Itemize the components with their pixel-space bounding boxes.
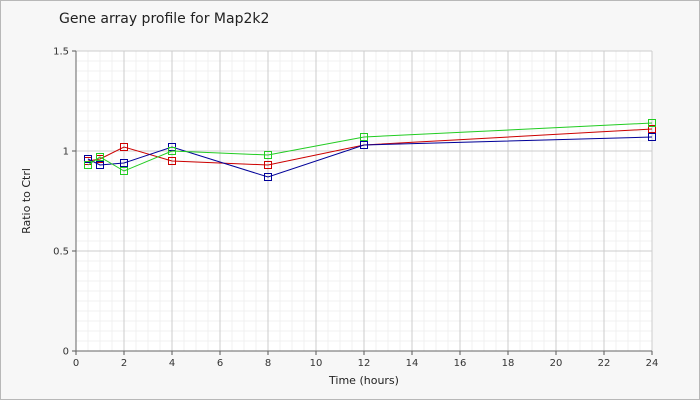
series-3-point <box>168 147 176 155</box>
y-tick-label: 0 <box>63 347 69 358</box>
x-tick-label: 4 <box>169 358 175 369</box>
series-2-point <box>360 141 368 149</box>
series-3-point <box>120 167 128 175</box>
series-1-point <box>648 125 656 133</box>
series-2-point <box>648 133 656 141</box>
y-tick-label: 1 <box>63 147 69 158</box>
x-tick-label: 2 <box>121 358 127 369</box>
series-3-point <box>360 133 368 141</box>
series-2-point <box>120 159 128 167</box>
y-tick-label: 0.5 <box>53 247 69 258</box>
x-tick-label: 10 <box>310 358 323 369</box>
x-tick-label: 22 <box>598 358 611 369</box>
series-1-point <box>120 143 128 151</box>
series-2-point <box>96 161 104 169</box>
series-3-line <box>87 122 653 172</box>
series-3-point <box>648 119 656 127</box>
series-1-point <box>264 161 272 169</box>
series-3-point <box>84 161 92 169</box>
x-tick-label: 24 <box>646 358 659 369</box>
series-3-point <box>96 153 104 161</box>
y-axis-label: Ratio to Ctrl <box>20 168 33 234</box>
x-tick-label: 12 <box>358 358 371 369</box>
y-tick-label: 1.5 <box>53 47 69 58</box>
x-tick-label: 0 <box>73 358 79 369</box>
x-tick-label: 20 <box>550 358 563 369</box>
x-tick-label: 6 <box>217 358 223 369</box>
x-tick-label: 18 <box>502 358 515 369</box>
series-2-point <box>264 173 272 181</box>
series-3-point <box>264 151 272 159</box>
series-2-point <box>84 155 92 163</box>
x-tick-label: 8 <box>265 358 271 369</box>
x-axis-label: Time (hours) <box>328 374 399 387</box>
series-1-point <box>168 157 176 165</box>
x-tick-label: 16 <box>454 358 467 369</box>
chart-title: Gene array profile for Map2k2 <box>59 11 270 27</box>
x-tick-label: 14 <box>406 358 419 369</box>
